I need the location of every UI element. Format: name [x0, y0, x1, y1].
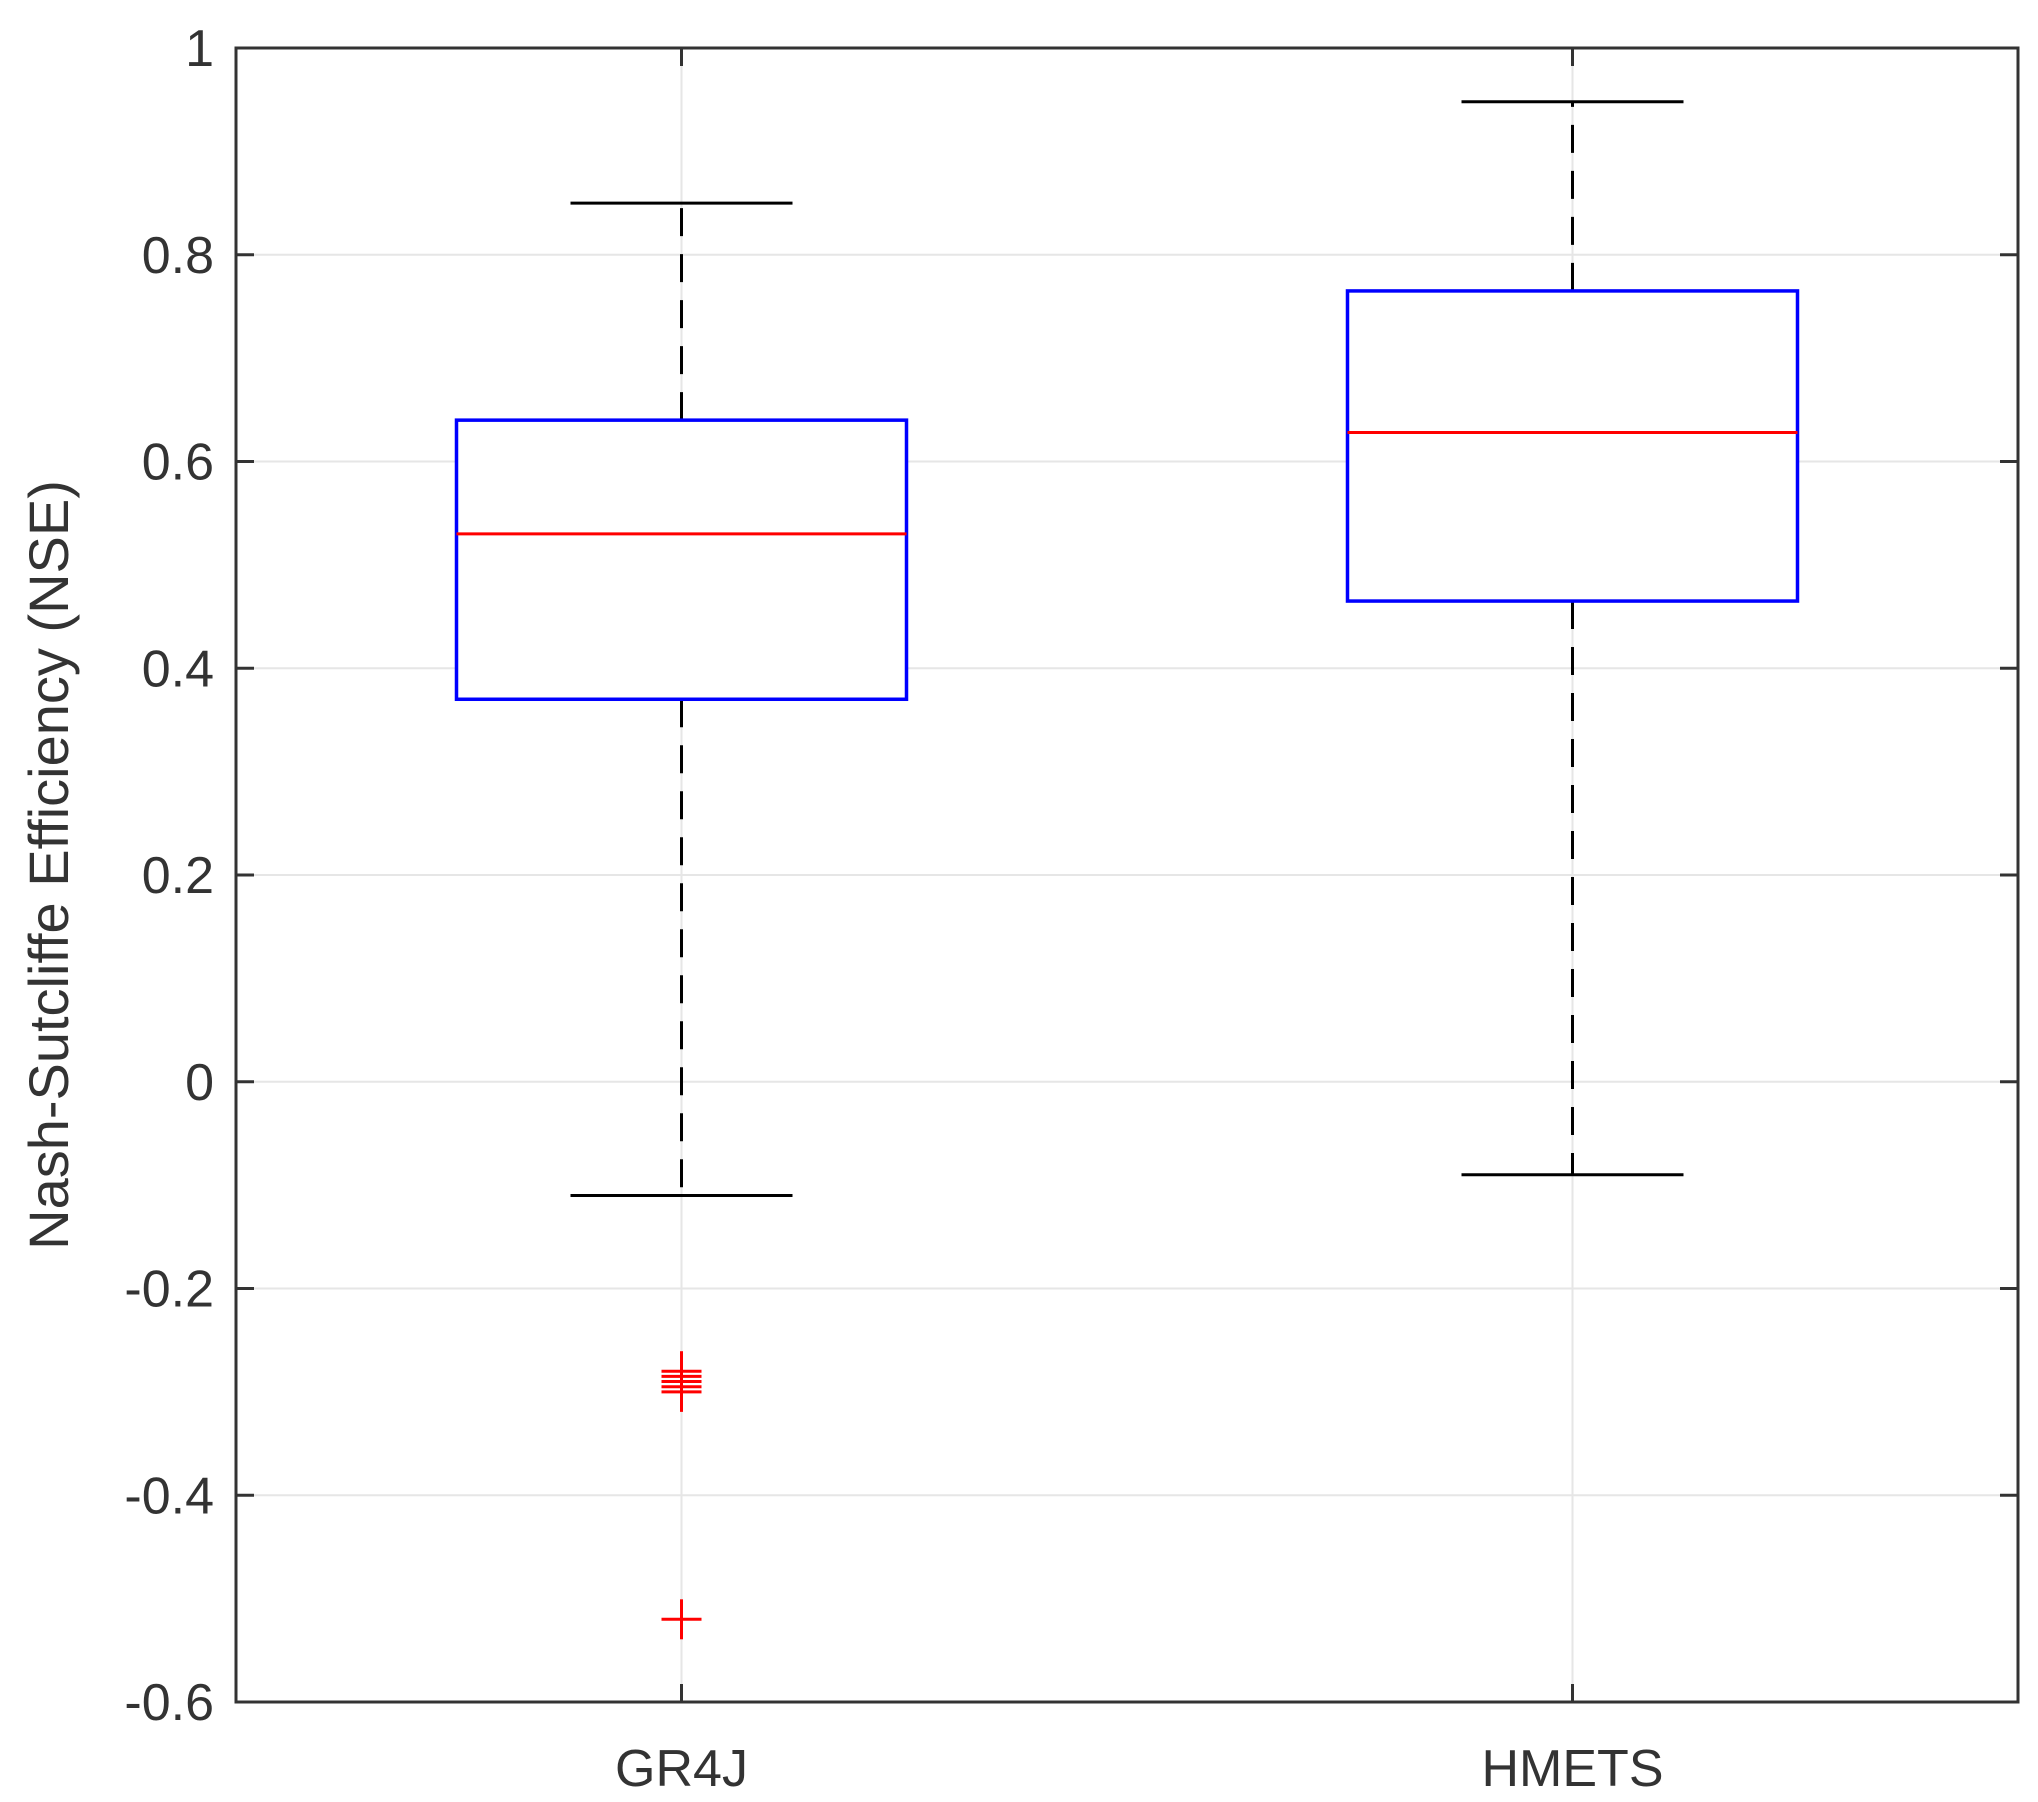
y-tick-label: 0.2 — [142, 847, 214, 905]
y-tick-label: -0.6 — [124, 1674, 214, 1732]
iqr-box — [1345, 289, 1800, 603]
y-tick-label: 0.8 — [142, 227, 214, 285]
iqr-box — [454, 418, 909, 702]
box-group-hmets — [1345, 100, 1800, 1177]
box-layer — [454, 100, 1800, 1640]
axes: GR4J HMETS -0.6 -0.4 -0.2 0 0.2 0.4 0.6 0.8 1 — [124, 20, 2020, 1798]
y-tick-label: 1 — [185, 20, 214, 78]
box-group-gr4j — [454, 201, 909, 1640]
outlier-marker — [661, 1371, 702, 1412]
outlier-marker — [661, 1599, 702, 1640]
x-tick-label: HMETS — [1482, 1740, 1664, 1798]
y-tick-label: 0 — [185, 1054, 214, 1112]
labels: Nash-Sutcliffe Efficiency (NSE) — [17, 480, 80, 1250]
y-tick-label: 0.6 — [142, 434, 214, 492]
y-axis-label: Nash-Sutcliffe Efficiency (NSE) — [17, 480, 80, 1250]
x-tick-label: GR4J — [615, 1740, 748, 1798]
y-tick-label: -0.2 — [124, 1261, 214, 1319]
y-tick-label: 0.4 — [142, 640, 214, 698]
y-tick-label: -0.4 — [124, 1467, 214, 1525]
